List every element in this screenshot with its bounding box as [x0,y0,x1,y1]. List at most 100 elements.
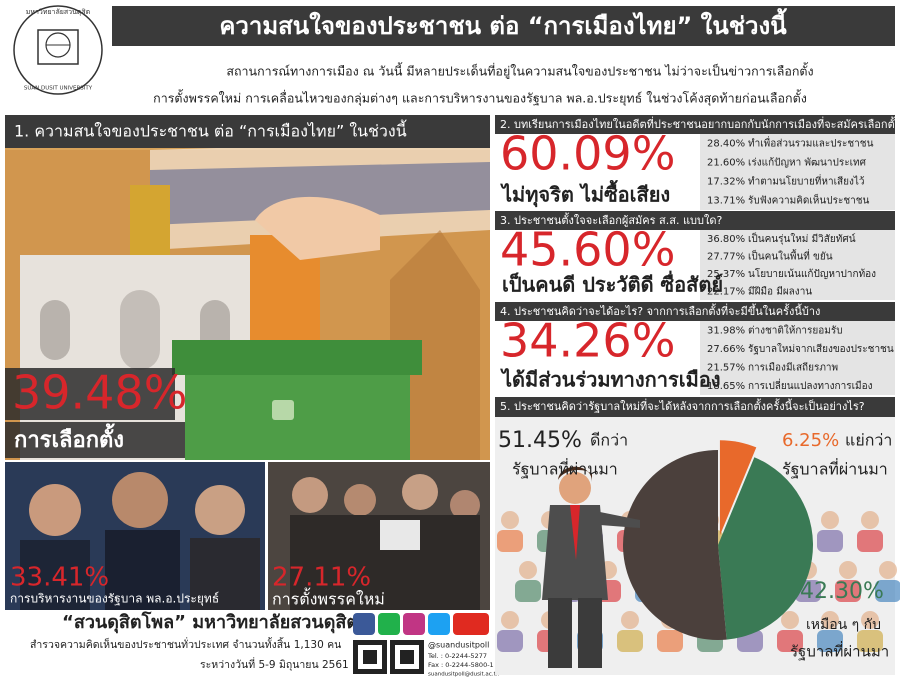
main-label: การเลือกตั้ง [14,423,124,453]
presenter [542,466,640,668]
logo: มหาวิทยาลัยสวนดุสิต SUAN DUSIT UNIVERSIT… [13,5,103,95]
handle: @suandusitpoll [428,641,489,650]
item-pct: 18.65% [707,381,745,392]
crowd-body [617,630,643,652]
item-text: นโยบายเน้นแก้ปัญหาปากท้อง [748,267,876,280]
sections: 2. บทเรียนการเมืองไทยในอดีตที่ประชาชนอยา… [495,115,900,395]
label-box [5,422,185,458]
main-pct: 60.09% [500,127,675,181]
main-pct: 45.60% [500,223,675,277]
section-heading: 4. ประชาชนคิดว่าจะได้อะไร? จากการเลือกตั… [500,303,820,318]
photo [268,462,490,610]
main-label: ไม่ทุจริต ไม่ซื้อเสียง [500,180,670,208]
item-text: เป็นคนรุ่นใหม่ มีวิสัยทัศน์ [748,231,856,245]
crowd-body [497,630,523,652]
item-pct: 21.57% [707,362,745,373]
item-text: ทำตามนโยบายที่หาเสียงไว้ [748,174,865,188]
section-header [495,302,895,321]
value-label: 42.30% [800,579,884,604]
crowd-head [621,611,639,629]
crowd-body [817,530,843,552]
main-pct: 34.26% [500,314,675,368]
crowd-body [497,530,523,552]
value-label: 6.25% [782,430,839,451]
list-bg [700,321,895,395]
crowd-head [821,511,839,529]
section-heading: 2. บทเรียนการเมืองไทยในอดีตที่ประชาชนอยา… [500,116,900,131]
item-pct: 17.32% [707,177,745,188]
tel: Tel. : 0-2244-5277 [427,652,487,660]
org: “สวนดุสิตโพล” มหาวิทยาลัยสวนดุสิต [62,611,358,634]
section-header [495,211,895,230]
slice-label: แย่กว่า [845,431,892,450]
pie-slice [719,440,757,536]
item-pct: 33.41% [10,563,109,593]
section-header [495,397,895,417]
item-text: รัฐบาลใหม่จากเสียงของประชาชน [748,343,894,355]
item-label: การตั้งพรรคใหม่ [272,588,385,609]
item-text: ต่างชาติให้การยอมรับ [748,324,843,336]
crowd-head [839,561,857,579]
item-text: การเมืองมีเสถียรภาพ [748,361,838,373]
item-pct: 27.11% [272,563,371,593]
item-pct: 27.66% [707,344,745,355]
item-text: การเปลี่ยนแปลงทางการเมือง [748,378,873,392]
crowd-head [519,561,537,579]
crowd-body [817,630,843,652]
item-pct: 25.37% [707,269,745,280]
crowd-body [857,530,883,552]
item-text: รับฟังความคิดเห็นประชาชน [748,193,870,207]
pie-slice [623,450,727,640]
section-heading: 1. ความสนใจของประชาชน ต่อ “การเมืองไทย” … [14,120,407,141]
email: suandusitpoll@dusit.ac.th [428,672,500,678]
temple [390,230,480,460]
subtitle: สถานการณ์ทางการเมือง ณ วันนี้ มีหลายประเ… [226,62,813,80]
pie-slice [718,457,813,640]
slice-label: เหมือน ๆ กับ [806,617,881,633]
fax: Fax : 0-2244-5800-1 [428,661,494,669]
slice-label: ดีกว่า [590,431,628,450]
section-heading: 3. ประชาชนตั้งใจจะเลือกผู้สมัคร ส.ส. แบบ… [500,212,723,227]
item-text: มีฝีมือ มีผลงาน [748,285,812,297]
subtitle: การตั้งพรรคใหม่ การเคลื่อนไหวของกลุ่มต่า… [153,89,807,107]
crowd-head [781,611,799,629]
main-label: ได้มีส่วนร่วมทางการเมือง [500,368,721,392]
crowd-head [861,611,879,629]
item-text: เร่งแก้ปัญหา พัฒนาประเทศ [748,157,867,169]
flag [150,162,490,225]
item-pct: 27.77% [707,251,745,262]
title-bar [112,6,895,46]
slice-label: รัฐบาลที่ผ่านมา [790,641,889,661]
crowd-head [501,511,519,529]
item-pct: 22.17% [707,286,745,297]
section-heading: 5. ประชาชนคิดว่ารัฐบาลใหม่ที่จะได้หลังจา… [500,398,865,413]
slice-label: รัฐบาลที่ผ่านมา [782,458,888,479]
item-text: เป็นคนในพื้นที่ ขยัน [748,248,833,262]
crowd-head [879,561,897,579]
crowd-body [657,630,683,652]
crowd-body [875,580,900,602]
item-pct: 21.60% [707,158,745,169]
value-label: 51.45% [498,428,582,453]
crowd-body [857,630,883,652]
label-box [5,368,175,420]
crowd-head [861,511,879,529]
pie [623,440,813,640]
main-label: เป็นคนดี ประวัติดี ซื่อสัตย์ [502,270,723,297]
item-label: การบริหารงานของรัฐบาล พล.อ.ประยุทธ์ [10,592,219,607]
slice-label: รัฐบาลที่ผ่านมา [512,458,618,479]
logo-text: มหาวิทยาลัยสวนดุสิต [26,8,91,16]
crowd-body [777,630,803,652]
section-header [495,115,895,134]
ballot-box [172,196,422,460]
item-pct: 28.40% [707,139,745,150]
social-icons [353,613,489,674]
survey: สำรวจความคิดเห็นของประชาชนทั่วประเทศ จำน… [30,637,341,651]
crowd-head [501,611,519,629]
title: ความสนใจของประชาชน ต่อ “การเมืองไทย” ในช… [219,7,787,40]
logo-text: SUAN DUSIT UNIVERSITY [24,86,93,92]
crowd-body [835,580,861,602]
item-pct: 31.98% [707,325,745,336]
item-pct: 36.80% [707,234,745,245]
